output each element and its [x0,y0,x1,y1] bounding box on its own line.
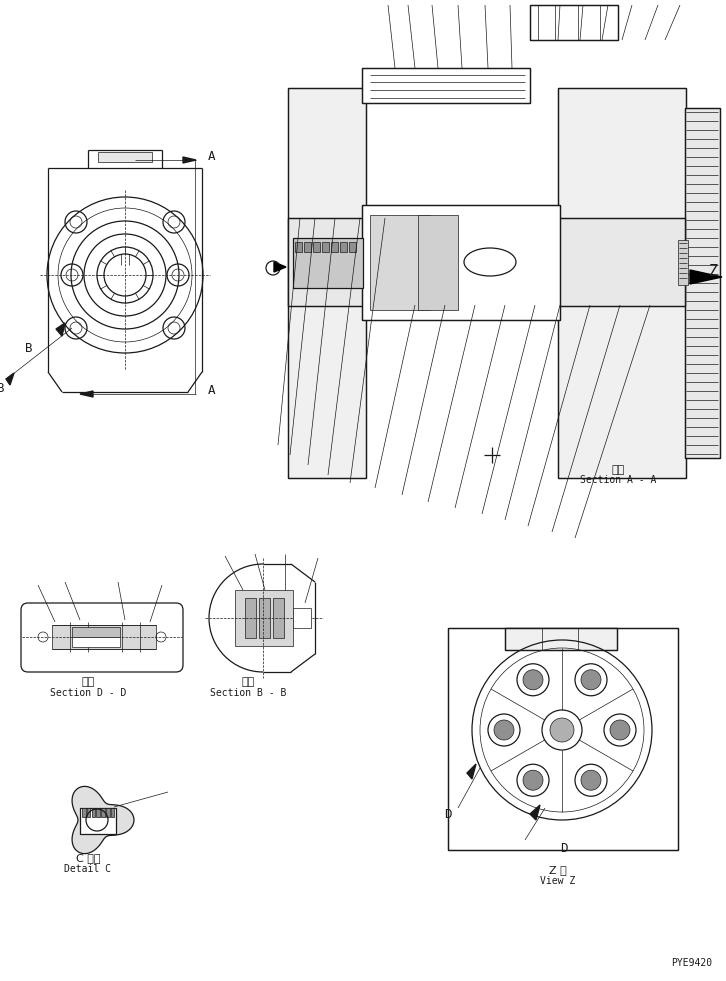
Bar [235,590,293,646]
Polygon shape [467,764,476,779]
Bar [293,608,311,628]
Bar [362,205,560,320]
Text: Z 視: Z 視 [549,865,567,875]
Bar [370,215,430,310]
Polygon shape [274,262,286,272]
Circle shape [550,718,574,742]
Bar [273,598,284,638]
Bar [322,242,329,252]
Bar [101,808,105,817]
Bar [530,5,618,40]
Bar [448,628,678,850]
Bar [288,218,685,306]
Text: C 詳細: C 詳細 [76,853,100,863]
Bar [288,218,685,306]
Circle shape [581,670,601,690]
Bar [97,808,100,817]
Text: D: D [560,842,568,854]
Bar [82,808,86,817]
Bar [304,242,311,252]
Bar [288,88,366,478]
Bar [288,88,366,478]
Text: A: A [208,150,216,164]
FancyBboxPatch shape [21,603,183,672]
Bar [111,808,114,817]
Circle shape [523,770,543,791]
Bar [87,808,90,817]
Polygon shape [690,270,722,284]
Bar [418,215,458,310]
Bar [685,108,720,458]
Bar [331,242,338,252]
Circle shape [523,670,543,690]
Text: 断面: 断面 [241,677,255,687]
Bar [293,238,363,288]
Bar [685,108,720,458]
Text: B: B [0,382,5,394]
Text: Detail C: Detail C [65,864,112,874]
Bar [106,808,110,817]
Text: A: A [208,385,216,397]
Bar [362,68,530,103]
Bar [91,808,95,817]
Bar [678,240,688,285]
Ellipse shape [464,248,516,276]
Text: D: D [444,808,452,821]
Bar [362,205,560,320]
Circle shape [610,720,630,740]
Text: Section A - A: Section A - A [580,475,656,485]
Text: View Z: View Z [540,876,576,886]
Bar [340,242,347,252]
Bar [448,628,678,850]
Bar [505,628,617,650]
Bar [558,88,686,478]
Bar [505,628,617,650]
Bar [245,598,256,638]
Circle shape [494,720,514,740]
Text: Section B - B: Section B - B [210,688,286,698]
Polygon shape [6,373,14,385]
Bar [313,242,320,252]
Polygon shape [530,805,540,820]
Bar [362,68,530,103]
Polygon shape [72,787,134,853]
Bar [530,5,618,40]
Polygon shape [56,323,65,336]
Bar [52,625,156,649]
Text: 断面: 断面 [81,677,94,687]
Bar [72,627,120,637]
Circle shape [581,770,601,791]
Bar [349,242,356,252]
Bar [80,808,116,834]
Polygon shape [80,391,93,397]
Text: 断面: 断面 [611,465,624,475]
Text: B: B [25,341,32,354]
Text: Section D - D: Section D - D [50,688,126,698]
Bar [295,242,302,252]
Polygon shape [183,157,196,163]
Text: PYE9420: PYE9420 [671,958,712,968]
Bar [259,598,270,638]
Bar [72,637,120,647]
Bar [98,152,152,162]
Bar [558,88,686,478]
Text: Z: Z [709,264,718,279]
